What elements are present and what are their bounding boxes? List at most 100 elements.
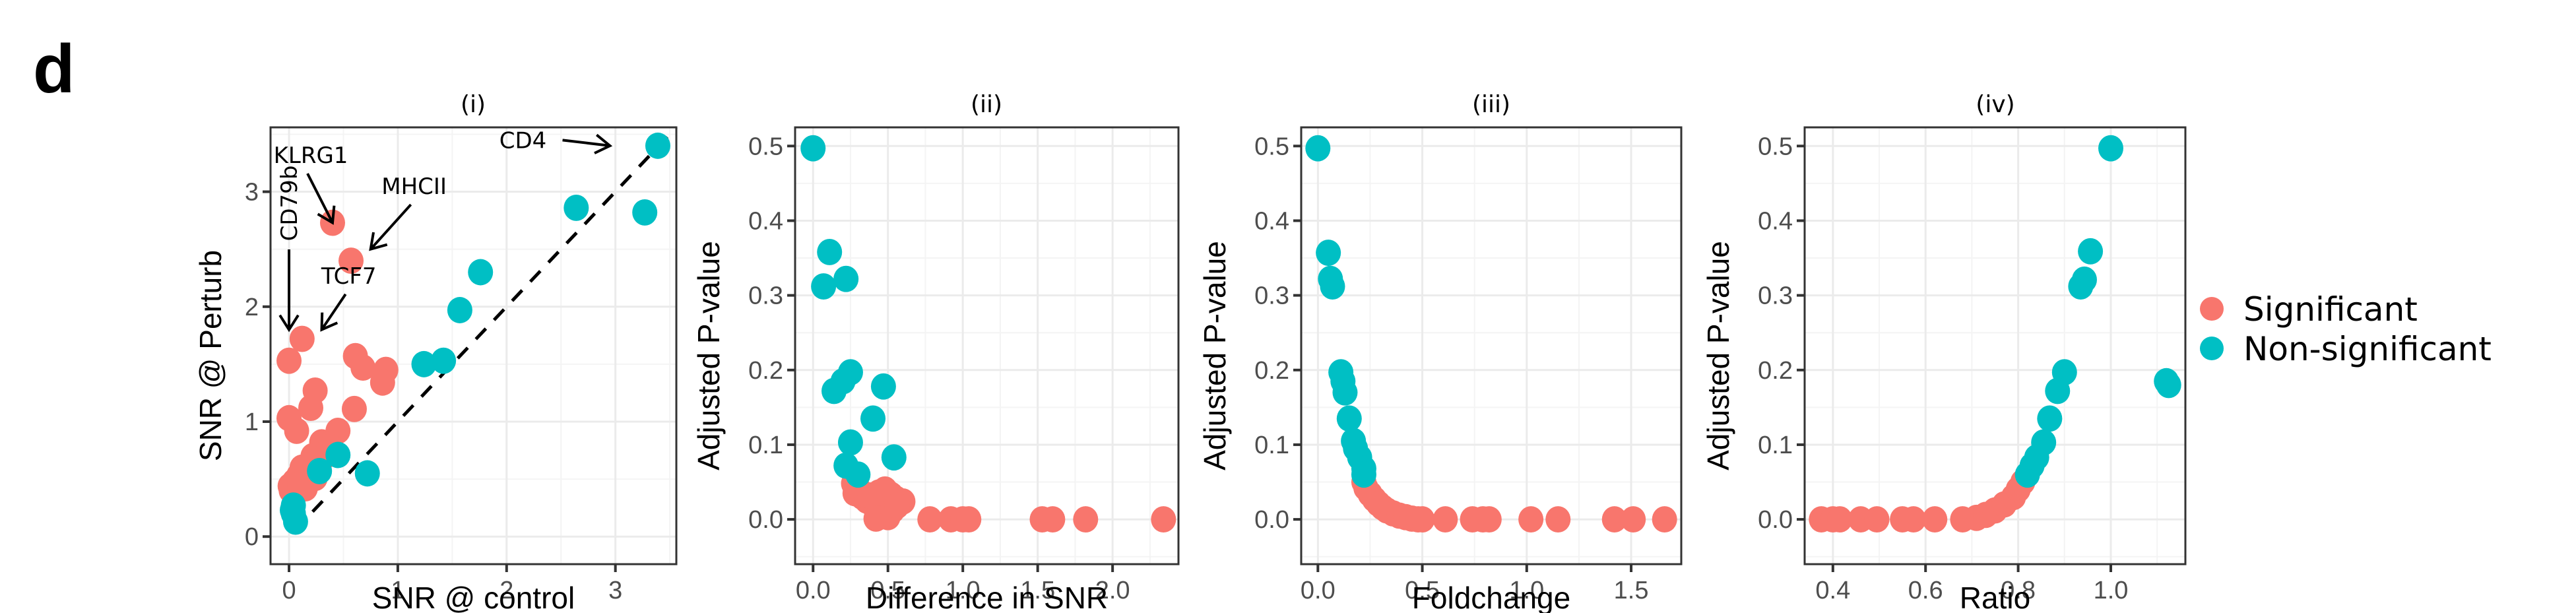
- data-point: [811, 273, 837, 300]
- data-point: [1040, 506, 1066, 533]
- x-axis-title: Ratio: [1960, 581, 2030, 613]
- data-point: [833, 265, 859, 292]
- data-point: [2031, 429, 2057, 456]
- data-point: [845, 461, 871, 488]
- y-tick-label: 0: [245, 523, 259, 551]
- x-tick-label: 1.5: [1614, 577, 1649, 604]
- data-point: [447, 297, 472, 323]
- x-tick-label: 0.0: [1301, 577, 1336, 604]
- data-point: [1922, 506, 1948, 533]
- panel-title: (i): [461, 91, 486, 118]
- y-tick-label: 2: [245, 294, 259, 321]
- data-point: [431, 347, 457, 374]
- y-tick-label: 0.0: [1254, 506, 1289, 534]
- data-point: [2037, 405, 2063, 432]
- panel-i: 0 1 2 3 0 1 2 3 KLRG1 MHCII TCF7 CD79b CD4 (i) SNR @ c…: [193, 91, 678, 613]
- x-tick-label: 1.0: [1509, 577, 1544, 604]
- annotation-arrow: [369, 203, 412, 251]
- data-point: [564, 194, 589, 221]
- y-tick-label: 0.3: [1758, 282, 1793, 310]
- x-axis-title: SNR @ control: [372, 581, 575, 613]
- annotation-label-klrg1: KLRG1: [274, 143, 348, 169]
- annotation-arrow: [562, 133, 613, 154]
- panels-group: 0 1 2 3 0 1 2 3 KLRG1 MHCII TCF7 CD79b CD4 (i) SNR @ c…: [193, 91, 2187, 613]
- data-point: [287, 471, 313, 498]
- data-point: [1409, 506, 1435, 533]
- data-point: [1545, 506, 1571, 533]
- data-point: [1601, 506, 1627, 533]
- series-non-significant: [1305, 135, 1376, 488]
- data-point: [341, 395, 367, 422]
- series-non-significant: [2014, 135, 2181, 488]
- data-point: [881, 444, 907, 471]
- panel-title: (ii): [971, 91, 1002, 118]
- data-point: [289, 325, 315, 352]
- plot-frame: [1300, 126, 1683, 565]
- y-tick-label: 0.0: [748, 506, 783, 534]
- plot-frame: [794, 126, 1180, 565]
- y-tick-label: 1: [245, 408, 259, 436]
- y-axis-title: SNR @ Perturb: [193, 250, 228, 461]
- data-point: [325, 441, 351, 468]
- data-point: [837, 429, 863, 456]
- legend-marker-non-significant: [2200, 337, 2224, 360]
- data-point: [1073, 506, 1099, 533]
- data-point: [870, 373, 896, 400]
- x-tick-label: 2.0: [1095, 577, 1130, 604]
- annotation-label-cd4: CD4: [499, 127, 547, 154]
- series-significant: [841, 470, 1176, 533]
- annotation-label-cd79b: CD79b: [276, 166, 303, 242]
- y-axis-title: Adjusted P-value: [1198, 241, 1232, 470]
- x-tick-label: 0.8: [2001, 577, 2036, 604]
- data-point: [1652, 506, 1677, 533]
- data-point: [1518, 506, 1544, 533]
- y-tick-label: 0.2: [1758, 357, 1793, 385]
- data-point: [284, 417, 309, 444]
- x-tick-label: 0.5: [870, 577, 905, 604]
- y-tick-label: 0.5: [1758, 133, 1793, 160]
- data-point: [860, 405, 886, 432]
- y-tick-label: 0.1: [748, 432, 783, 459]
- data-point: [354, 460, 380, 487]
- data-point: [298, 395, 324, 422]
- legend: Significant Non-significant: [2200, 290, 2492, 368]
- panel-title: (iii): [1472, 91, 1510, 118]
- data-point: [857, 482, 883, 509]
- y-tick-label: 0.2: [748, 357, 783, 385]
- panel-iii: 0.0 0.5 1.0 1.5 0.0 0.1 0.2 0.3 0.4 0.5 (iii) Foldc…: [1198, 91, 1683, 613]
- panel-iv: 0.4 0.6 0.8 1.0 0.0 0.1 0.2 0.3 0.4 0.5 (iv) Ratio A…: [1701, 91, 2187, 613]
- annotation-label-tcf7: TCF7: [321, 263, 377, 290]
- y-tick-label: 0.2: [1254, 357, 1289, 385]
- data-point: [645, 132, 670, 159]
- panel-title: (iv): [1976, 91, 2014, 118]
- data-point: [279, 497, 305, 524]
- y-tick-label: 0.4: [748, 207, 783, 235]
- legend-label-significant: Significant: [2243, 290, 2418, 329]
- data-point: [468, 259, 494, 286]
- annotation-arrow: [320, 293, 347, 332]
- x-tick-label: 0: [282, 577, 296, 604]
- series-significant: [1809, 468, 2036, 533]
- annotation-arrow: [306, 173, 336, 225]
- data-point: [276, 347, 302, 374]
- data-point: [1621, 506, 1646, 533]
- plot-frame: [269, 126, 678, 565]
- data-point: [884, 492, 910, 519]
- data-point: [1827, 506, 1853, 533]
- x-axis-title: Difference in SNR: [866, 581, 1108, 613]
- annotation-arrow: [278, 249, 300, 333]
- y-tick-label: 0.4: [1254, 207, 1289, 235]
- data-point: [1305, 135, 1331, 162]
- x-tick-label: 1.0: [946, 577, 981, 604]
- y-tick-label: 0.1: [1758, 432, 1793, 459]
- series-non-significant: [800, 135, 907, 488]
- y-tick-label: 0.3: [1254, 282, 1289, 310]
- series-non-significant: [279, 132, 670, 535]
- x-axis-title: Foldchange: [1412, 581, 1570, 613]
- x-tick-label: 0.4: [1815, 577, 1850, 604]
- y-tick-label: 0.3: [748, 282, 783, 310]
- y-tick-label: 0.4: [1758, 207, 1793, 235]
- y-tick-label: 0.0: [1758, 506, 1793, 534]
- data-point: [411, 350, 437, 377]
